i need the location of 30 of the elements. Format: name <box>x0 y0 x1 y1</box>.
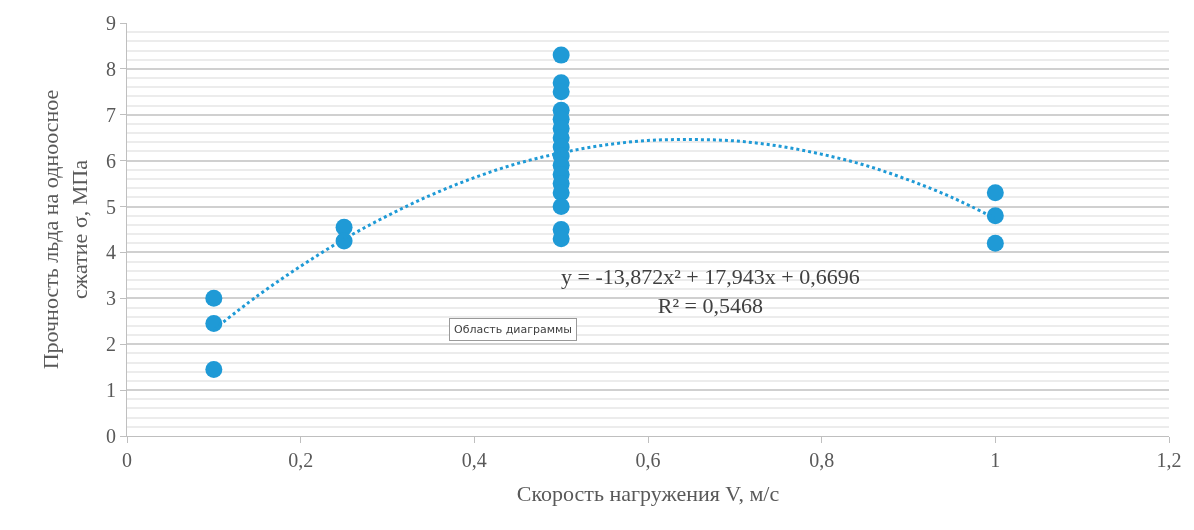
point <box>986 207 1004 225</box>
y-tick-label: 8 <box>106 57 116 80</box>
point <box>552 198 570 216</box>
point <box>205 289 223 307</box>
x-tick-label: 1 <box>990 449 1001 471</box>
point <box>552 46 570 64</box>
y-tick-label: 3 <box>106 287 116 310</box>
y-tick-label: 6 <box>106 149 116 172</box>
annotation: Область диаграммы <box>454 323 572 336</box>
point <box>986 184 1004 202</box>
x-axis-title: Скорость нагружения V, м/с <box>516 480 780 506</box>
annotation: y = -13,872x² + 17,943x + 0,6696 R² = 0,5468 <box>561 264 860 318</box>
y-tick-label: 7 <box>106 103 116 126</box>
x-tick-label: 1,2 <box>1156 449 1182 471</box>
y-axis-title: Прочность льда на одноосное сжатие σ, МПа <box>38 89 92 370</box>
x-tick-label: 0,2 <box>288 449 314 471</box>
point <box>205 360 223 378</box>
point <box>205 315 223 333</box>
point <box>986 234 1004 252</box>
y-tick-label: 2 <box>106 333 116 356</box>
x-tick-label: 0,4 <box>461 449 487 471</box>
y-tick-label: 1 <box>106 379 116 402</box>
y-tick-label: 0 <box>106 425 116 447</box>
x-tick-label: 0,6 <box>635 449 661 471</box>
x-tick-label: 0,8 <box>809 449 835 471</box>
x-tick-label: 0 <box>122 449 132 471</box>
y-tick-label: 5 <box>106 195 116 218</box>
point <box>335 218 353 236</box>
y-tick-label: 4 <box>106 241 116 264</box>
y-tick-label: 9 <box>106 12 116 34</box>
